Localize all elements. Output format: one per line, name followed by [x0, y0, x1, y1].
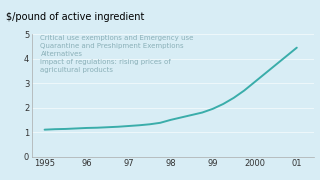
- Text: Critical use exemptions and Emergency use
Quarantine and Preshipment Exemptions
: Critical use exemptions and Emergency us…: [40, 35, 194, 73]
- Text: $/pound of active ingredient: $/pound of active ingredient: [6, 12, 145, 22]
